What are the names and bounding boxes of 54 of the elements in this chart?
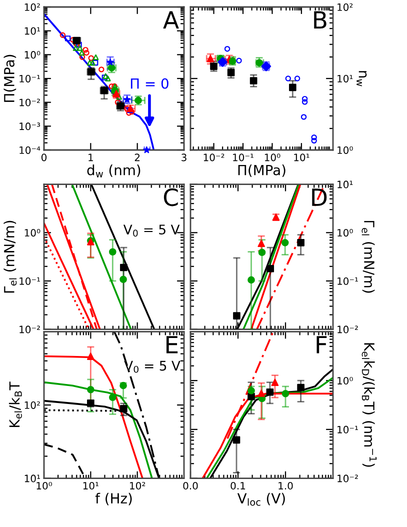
y-tick-label: 10⁻¹ — [20, 74, 40, 82]
x-tick-label: 10⁰ — [36, 482, 52, 490]
y-tick-label: 10⁻⁴ — [20, 146, 40, 154]
y-axis-title: K$_{el}$/k$_{B}$T — [8, 382, 22, 428]
y-tick-label: 10² — [24, 3, 40, 11]
y-axis-title: Π(MPa) — [4, 54, 16, 102]
y-tick-label: 10⁻¹ — [338, 426, 358, 434]
chart-title: C — [164, 188, 178, 206]
x-tick-label: 2 — [134, 154, 140, 162]
x-axis-title: Π(MPa) — [238, 164, 286, 177]
x-axis-title: f (Hz) — [95, 492, 132, 506]
y-axis-title: Γ$_{el}$ (mN/m) — [362, 220, 375, 293]
y-tick-label: 10⁰ — [338, 229, 353, 237]
y-tick-label: 10⁻² — [20, 326, 40, 334]
y-tick-label: 10⁰ — [24, 51, 40, 59]
y-tick-label: 10¹ — [24, 474, 40, 482]
x-axis-title: d$_{w}$ (nm) — [87, 164, 140, 178]
x-tick-label: 10¹ — [294, 154, 310, 162]
y-tick-label: 10⁻² — [20, 98, 40, 106]
y-tick-label: 10⁻² — [338, 326, 358, 334]
chart-title: B — [314, 11, 326, 29]
y-tick-label: 10¹ — [24, 27, 40, 35]
x-tick-label: 1 — [88, 154, 93, 162]
x-tick-label: 10⁻² — [204, 154, 224, 162]
y-tick-label: 10² — [24, 401, 40, 409]
y-tick-label: 10⁻¹ — [338, 277, 358, 285]
x-tick-label: 10² — [130, 482, 146, 490]
y-tick-label: 10⁻³ — [20, 122, 40, 130]
x-tick-label: 0.1 — [230, 482, 246, 490]
y-tick-label: 10¹ — [338, 74, 353, 82]
y-axis-title: n$_{w}$ — [356, 71, 367, 86]
x-tick-label: 10¹ — [83, 482, 98, 490]
text: K$_{el}$k$_{D}$/(k$_{B}$T) (nm$^{−1}$) — [362, 343, 377, 467]
x-tick-label: 3 — [182, 154, 186, 162]
chart-title: E — [166, 336, 178, 354]
annotation: V$_{0}$ = 5 V — [123, 224, 180, 237]
x-tick-label: 0 — [41, 154, 47, 162]
chart-title: F — [316, 336, 327, 354]
y-tick-label: 10⁰ — [338, 146, 353, 154]
y-tick-label: 10¹ — [338, 180, 353, 188]
x-axis-title: V$_{loc}$ (V) — [237, 492, 285, 506]
x-tick-label: 1.0 — [278, 482, 293, 490]
y-tick-label: 10⁻² — [338, 474, 358, 482]
x-tick-label: 10⁰ — [264, 154, 280, 162]
x-tick-label: 10⁻¹ — [233, 154, 254, 162]
y-tick-label: 10² — [338, 3, 353, 11]
y-axis-title: Γ$_{el}$ (mN/m) — [4, 220, 17, 293]
chart-title: A — [163, 11, 179, 29]
y-tick-label: 10⁰ — [338, 376, 353, 385]
x-tick-label: 0.0 — [183, 482, 198, 490]
y-tick-label: 10⁰ — [24, 229, 40, 237]
annotation: Π = 0 — [130, 78, 168, 89]
chart-title: D — [312, 188, 327, 206]
y-tick-label: 10⁻¹ — [20, 277, 40, 285]
